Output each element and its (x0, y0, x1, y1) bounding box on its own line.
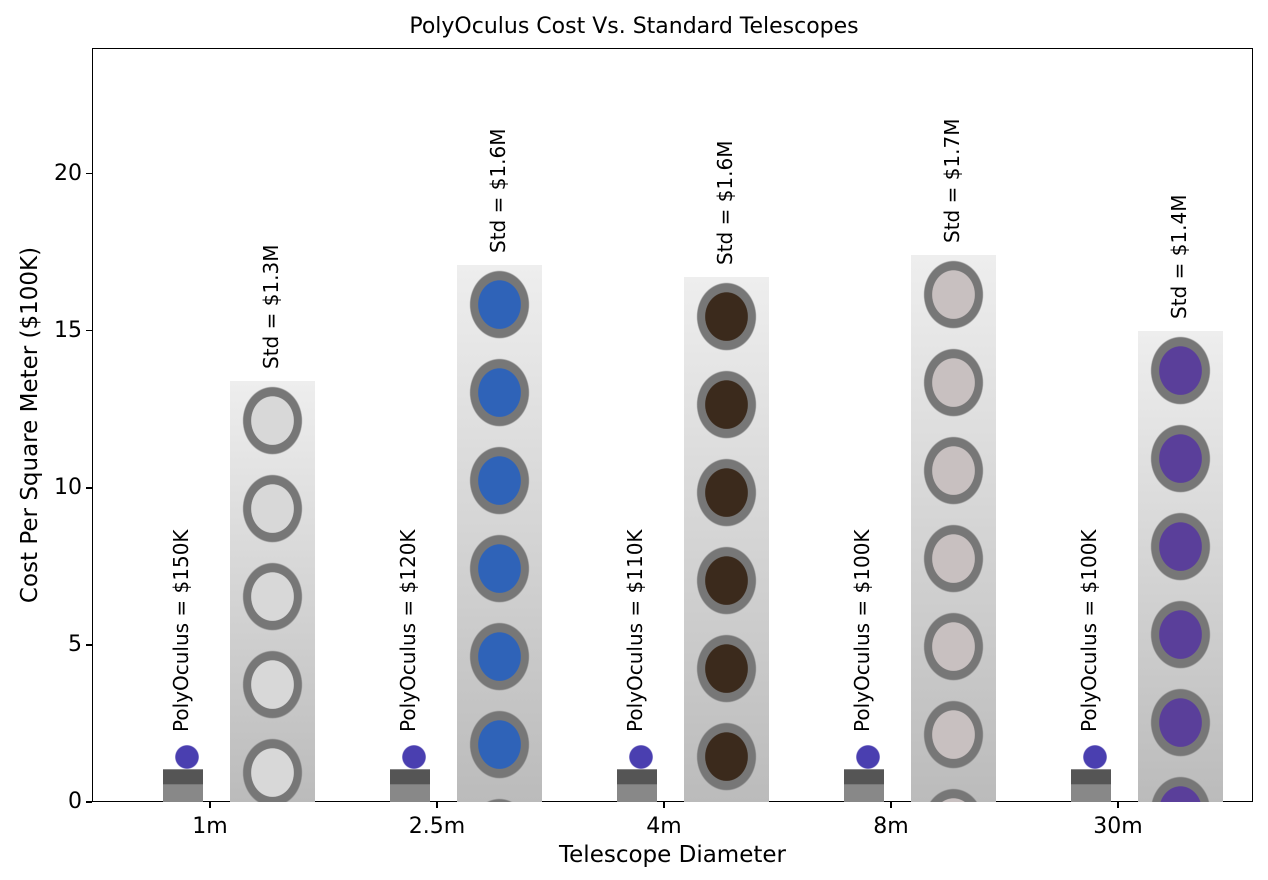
polyoculus-bar (844, 742, 884, 802)
y-tick-mark (86, 330, 92, 332)
x-tick-mark (890, 802, 892, 808)
x-tick-label: 1m (192, 814, 228, 839)
std-bar (684, 277, 769, 802)
std-label: Std = $1.6M (486, 128, 510, 253)
std-bar (911, 255, 996, 802)
polyoculus-bar (1071, 742, 1111, 802)
x-tick-mark (436, 802, 438, 808)
std-label: Std = $1.7M (940, 118, 964, 244)
polyoculus-bar (617, 742, 657, 802)
y-tick-label: 20 (54, 160, 82, 186)
x-tick-mark (209, 802, 211, 808)
x-tick-label: 4m (646, 814, 682, 839)
std-bar (1138, 330, 1223, 802)
polyoculus-label: PolyOculus = $110K (623, 529, 647, 733)
polyoculus-label: PolyOculus = $100K (1077, 529, 1101, 733)
y-tick-label: 5 (68, 631, 82, 657)
polyoculus-label: PolyOculus = $100K (850, 529, 874, 733)
std-label: Std = $1.3M (259, 244, 283, 370)
y-tick-mark (86, 644, 92, 646)
y-tick-label: 15 (54, 317, 82, 343)
y-tick-mark (86, 801, 92, 803)
x-tick-label: 2.5m (408, 814, 466, 839)
x-tick-mark (663, 802, 665, 808)
y-tick-label: 0 (68, 789, 82, 814)
polyoculus-bar (163, 742, 203, 802)
polyoculus-label: PolyOculus = $150K (169, 529, 193, 733)
x-tick-mark (1117, 802, 1119, 808)
std-bar (457, 264, 542, 802)
polyoculus-bar (390, 742, 430, 802)
x-tick-label: 8m (873, 814, 909, 839)
polyoculus-label: PolyOculus = $120K (396, 529, 420, 733)
y-tick-mark (86, 173, 92, 175)
x-tick-label: 30m (1093, 814, 1143, 839)
plot-area (92, 48, 1253, 802)
x-axis-label: Telescope Diameter (559, 842, 786, 868)
std-label: Std = $1.4M (1167, 194, 1191, 319)
y-tick-label: 10 (54, 474, 82, 500)
std-label: Std = $1.6M (713, 140, 737, 266)
y-tick-mark (86, 487, 92, 489)
std-bar (230, 381, 315, 802)
chart-title: PolyOculus Cost Vs. Standard Telescopes (409, 14, 859, 39)
